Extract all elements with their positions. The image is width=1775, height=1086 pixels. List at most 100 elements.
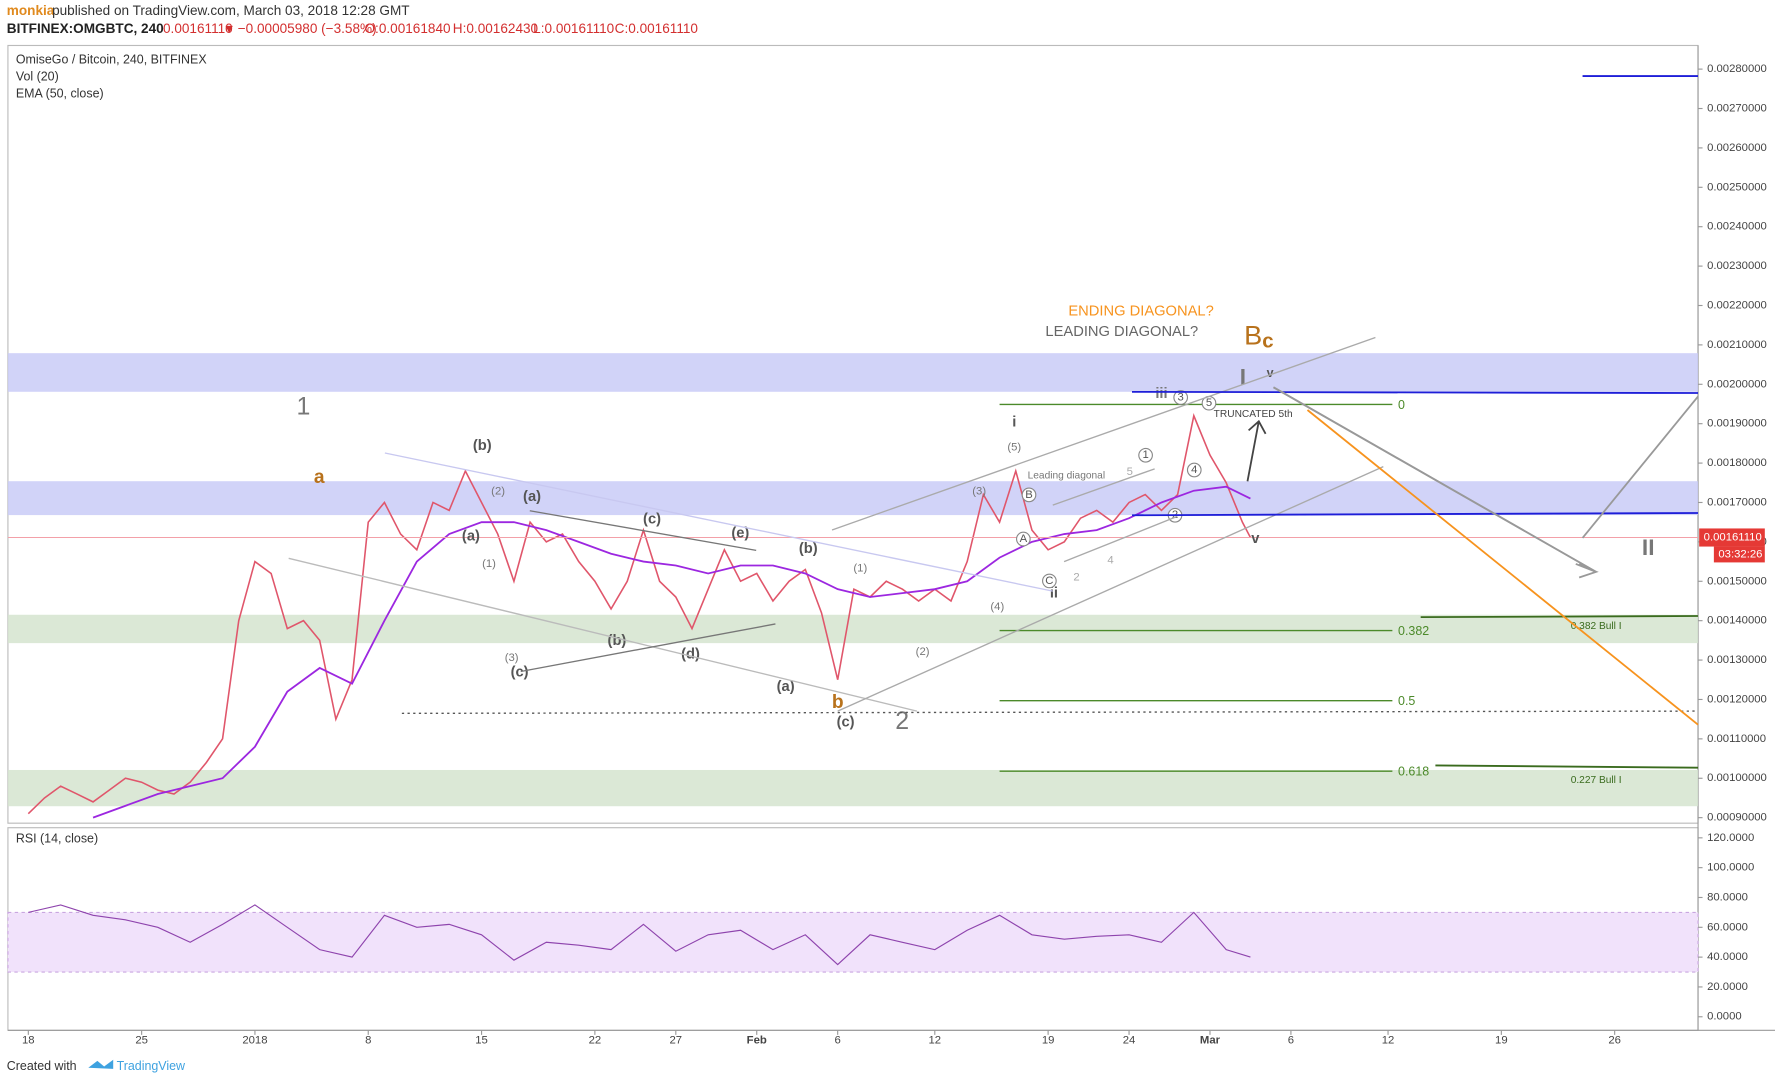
annotation: (b) [608, 633, 627, 649]
trendline [529, 510, 757, 552]
brand[interactable]: TradingView [117, 1059, 186, 1073]
annotation: (1) [482, 558, 496, 570]
annotation: ENDING DIAGONAL? [1068, 303, 1213, 319]
open: O:0.00161840 [365, 21, 452, 36]
close: C:0.00161110 [615, 21, 699, 36]
annotation: (d) [681, 646, 700, 662]
x-tick-label: 6 [1288, 1035, 1294, 1047]
annotation: (4) [990, 601, 1004, 613]
plot: 0 0.382 0.5 0.618 0.00090000 0.00100000 0.0011… [7, 63, 1767, 1047]
author[interactable]: monkia [7, 3, 55, 18]
arrow [1273, 386, 1599, 579]
x-tick-label: Mar [1200, 1035, 1221, 1047]
y-tick-label: 0.00110000 [1707, 733, 1766, 745]
annotation: 5 [1127, 466, 1133, 478]
drawings [288, 75, 1699, 769]
annotation-circle [1015, 531, 1031, 547]
annotation: b [832, 692, 844, 713]
annotation: 2 [1073, 572, 1079, 584]
annotation: (2) [491, 485, 505, 497]
y-tick-label: 0.00120000 [1707, 693, 1767, 705]
annotation: C [1045, 575, 1053, 587]
high: H:0.00162430 [453, 21, 539, 36]
annotation: (c) [643, 512, 661, 528]
annotation: TRUNCATED 5th [1214, 409, 1293, 420]
annotation: i [1012, 414, 1016, 430]
trendline [288, 557, 918, 712]
annotation-circle [1042, 573, 1057, 589]
last: 0.00161110 [163, 21, 233, 36]
x-tick-label: 12 [929, 1035, 942, 1047]
annotation: 4 [1107, 555, 1113, 567]
annotation: iii [1155, 386, 1167, 402]
logo [88, 1059, 114, 1069]
y-tick-label: 0.00220000 [1707, 299, 1767, 311]
annotation: I [1240, 364, 1246, 389]
annotation: B [1244, 320, 1262, 351]
volume-label: Vol (20) [16, 69, 59, 83]
countdown-box [1713, 546, 1765, 563]
annotation-circle [1021, 487, 1037, 503]
annotation: v [1267, 366, 1274, 380]
arrow: ▼ [223, 22, 235, 36]
x-tick-label: 12 [1382, 1035, 1395, 1047]
annotation: (b) [473, 438, 492, 454]
annotation: 3 [1178, 392, 1184, 404]
rsi-tick-label: 20.0000 [1707, 981, 1748, 993]
arrow [1246, 419, 1267, 482]
fib-label: 0 [1398, 398, 1405, 412]
y-tick-label: 0.00270000 [1707, 102, 1767, 114]
x-tick-label: 27 [670, 1035, 683, 1047]
rsi-band [7, 911, 1699, 973]
trendline [1063, 515, 1178, 563]
y-tick-label: 0.00230000 [1707, 260, 1767, 272]
annotation: a [314, 467, 325, 488]
rsi-tick-label: 80.0000 [1707, 891, 1748, 903]
annotation: c [1262, 330, 1273, 352]
rsi-line [28, 904, 1251, 966]
annotation: (3) [505, 652, 519, 664]
dotted-line [401, 710, 1699, 715]
y-tick-label: 0.00200000 [1707, 378, 1767, 390]
rsi-label: RSI (14, close) [16, 831, 98, 845]
zone [7, 614, 1699, 644]
y-tick-label: 0.00250000 [1707, 181, 1767, 193]
x-tick-label: 22 [589, 1035, 602, 1047]
level-line [1435, 764, 1699, 769]
zone [7, 769, 1699, 807]
annotation: 1 [1142, 449, 1148, 461]
y-tick-label: 0.00150000 [1707, 575, 1767, 587]
annotation: (a) [462, 529, 480, 545]
change: −0.00005980 (−3.58%) [238, 21, 377, 36]
annotation: 5 [1206, 397, 1212, 409]
level-line [1420, 615, 1699, 619]
projection [1306, 409, 1699, 726]
annotation: (5) [1007, 441, 1021, 453]
annotation: 1 [296, 392, 310, 420]
y-tick-label: 0.00280000 [1707, 63, 1767, 75]
annotation: (3) [972, 485, 986, 497]
annotation: 0.227 Bull I [1571, 775, 1622, 786]
x-tick-label: 19 [1495, 1035, 1508, 1047]
annotation: (2) [916, 646, 930, 658]
x-tick-label: Feb [747, 1035, 767, 1047]
rsi-tick-label: 60.0000 [1707, 921, 1748, 933]
last-price-label: 0.00161110 [1704, 531, 1762, 543]
annotation-circle [1138, 447, 1153, 463]
annotation-circle [1173, 390, 1189, 405]
x-tick-label: 15 [475, 1035, 488, 1047]
annotation: (a) [777, 679, 795, 695]
rsi-tick-label: 0.0000 [1707, 1011, 1742, 1023]
published: published on TradingView.com, March 03, … [52, 3, 410, 18]
trendline [831, 336, 1376, 531]
trendline [520, 623, 776, 673]
last-price-box [1699, 528, 1765, 547]
x-tick-label: 8 [365, 1035, 371, 1047]
annotation: (a) [523, 489, 541, 505]
y-tick-label: 0.00100000 [1707, 772, 1767, 784]
y-tick-label: 0.00130000 [1707, 654, 1767, 666]
annotation: Leading diagonal [1028, 470, 1106, 481]
countdown: 03:32:26 [1718, 548, 1762, 560]
y-tick-label: 0.00190000 [1707, 418, 1767, 430]
